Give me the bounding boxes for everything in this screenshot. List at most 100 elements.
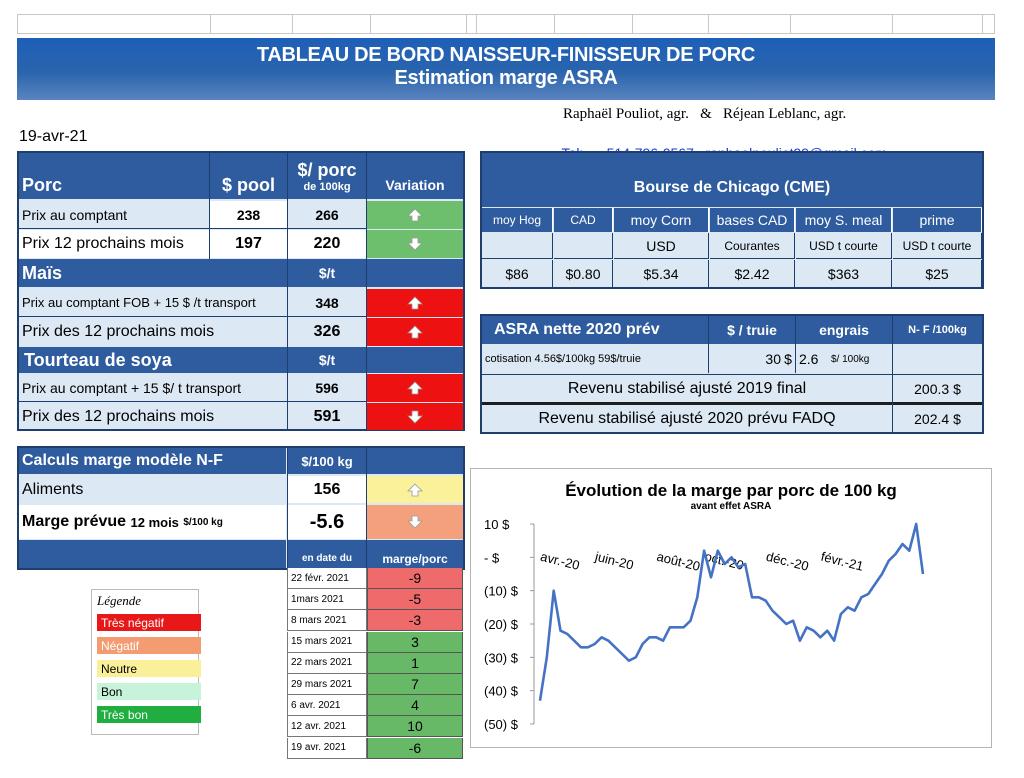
asra-nf-header: N- F /100kg	[893, 316, 982, 344]
marge-prevue-variation	[367, 505, 463, 539]
legend-item: Très bon	[97, 706, 201, 723]
series-line-marge	[538, 522, 925, 701]
cme-col-sub	[554, 233, 613, 259]
soya-unit-header: $/t	[288, 347, 366, 373]
soya-row-variation	[367, 403, 463, 430]
marge-unit: $/100 kg	[288, 448, 366, 474]
margin-line-chart: 10 $ - $ (10) $ (20) $ (30) $ (40) $ (50) $ avr…	[484, 517, 925, 732]
porc-price-header: $/ porc de 100kg	[288, 153, 366, 199]
arrow-down-icon	[407, 410, 423, 424]
y-tick-label: (30) $	[484, 650, 519, 665]
cme-col-sub	[482, 233, 553, 259]
page-title: TABLEAU DE BORD NAISSEUR-FINISSEUR DE PO…	[256, 44, 756, 66]
legend-item: Neutre	[97, 660, 201, 677]
asra-truie-dollar: $	[784, 351, 792, 367]
cme-col-value: $0.80	[554, 260, 613, 287]
porc-row-variation	[367, 230, 463, 258]
marge-prevue-label: Marge prévue 12 mois $/100 kg	[19, 505, 286, 539]
arrow-up-icon	[407, 208, 423, 222]
history-date: 1mars 2021	[287, 589, 367, 611]
x-tick-label: juin-20	[593, 548, 635, 572]
legend-title: Légende	[97, 593, 142, 608]
asra-cotisation: cotisation 4.56$/100kg 59$/truie	[485, 353, 641, 365]
cme-col-sub: USD t courte	[796, 233, 892, 259]
pool-header: $ pool	[210, 153, 287, 199]
asra-truie-header: $ / truie	[709, 316, 795, 344]
mais-row-variation	[367, 318, 463, 346]
aliments-label: Aliments	[22, 480, 84, 498]
cme-col-header: moy S. meal	[796, 208, 892, 232]
y-tick-label: 10 $	[484, 517, 510, 532]
history-date: 12 avr. 2021	[287, 716, 367, 738]
legend-item: Bon	[97, 683, 201, 700]
marge-title: Calculs marge modèle N-F	[19, 448, 286, 474]
history-marge: 3	[367, 631, 463, 653]
arrow-up-icon	[407, 325, 423, 339]
divider	[482, 402, 982, 405]
asra-engrais-unit: $/ 100kg	[831, 353, 870, 365]
history-marge: 10	[367, 716, 463, 738]
history-date: 6 avr. 2021	[287, 695, 367, 717]
history-marge-header: marge/porc	[367, 540, 463, 568]
history-marge: -9	[367, 568, 463, 589]
history-date: 22 févr. 2021	[287, 568, 367, 589]
history-marge: 7	[367, 674, 463, 695]
porc-row-price: 220	[288, 230, 366, 258]
history-date: 22 mars 2021	[287, 652, 367, 674]
marge-prevue-title: Marge prévue	[22, 513, 127, 530]
asra-title: ASRA nette 2020 prév	[482, 316, 708, 344]
arrow-up-icon	[407, 482, 423, 496]
aliments-value: 156	[288, 476, 366, 503]
y-tick-label: - $	[484, 550, 500, 565]
rev2020-value: 202.4 $	[914, 410, 961, 427]
divider	[209, 153, 210, 259]
history-marge: -6	[367, 737, 463, 759]
sheet-column-strip	[17, 14, 995, 34]
cme-col-sub: Courantes	[710, 233, 795, 259]
cme-col-sub: USD	[614, 233, 709, 259]
mais-row-value: 326	[313, 323, 341, 340]
cme-col-value: $2.42	[710, 260, 795, 287]
divider	[366, 448, 367, 568]
porc-header: Porc	[19, 153, 209, 199]
cme-col-value: $25	[893, 260, 982, 287]
soya-row-value: 591	[313, 407, 341, 425]
x-tick-label: avr.-20	[539, 549, 581, 573]
marge-title-blank	[367, 448, 463, 474]
soya-variation-header	[367, 347, 463, 373]
history-head-blank	[19, 540, 286, 568]
marge-prevue-sub: 12 mois	[130, 514, 179, 530]
aliments-variation	[367, 476, 463, 503]
report-date: 19-avr-21	[19, 128, 88, 145]
asra-engrais-header: engrais	[796, 316, 892, 344]
y-tick-label: (50) $	[484, 717, 519, 732]
asra-truie-value: 30	[765, 351, 781, 367]
cme-col-header: moy Hog	[482, 208, 553, 232]
mais-unit-header: $/t	[288, 259, 366, 287]
page-subtitle: Estimation marge ASRA	[394, 67, 618, 89]
y-tick-label: (20) $	[484, 617, 519, 632]
cme-col-value: $86	[482, 260, 553, 287]
soya-row-label: Prix des 12 prochains mois	[22, 407, 215, 425]
arrow-down-icon	[407, 515, 423, 529]
chart-title: Évolution de la marge par porc de 100 kg	[565, 481, 897, 500]
x-tick-label: févr.-21	[819, 549, 865, 574]
mais-row-label: Prix des 12 prochains mois	[22, 323, 215, 340]
y-tick-label: (40) $	[484, 684, 519, 699]
legend-item: Très négatif	[97, 614, 201, 631]
history-date: 19 avr. 2021	[287, 737, 367, 759]
marge-prevue-value: -5.6	[288, 505, 366, 539]
arrow-down-icon	[407, 237, 423, 251]
arrow-up-icon	[407, 381, 423, 395]
porc-row-price: 266	[288, 201, 366, 229]
chart-subtitle: avant effet ASRA	[690, 501, 772, 512]
x-tick-label: août-20	[655, 549, 701, 574]
cme-col-header: prime	[893, 208, 982, 232]
soya-header: Tourteau de soya	[19, 347, 287, 373]
soya-row-variation	[367, 374, 463, 402]
porc-row-pool: 197	[210, 230, 287, 258]
cme-col-value: $5.34	[614, 260, 709, 287]
cme-title: Bourse de Chicago (CME)	[482, 153, 982, 207]
divider	[287, 153, 288, 430]
variation-header: Variation	[367, 153, 463, 199]
